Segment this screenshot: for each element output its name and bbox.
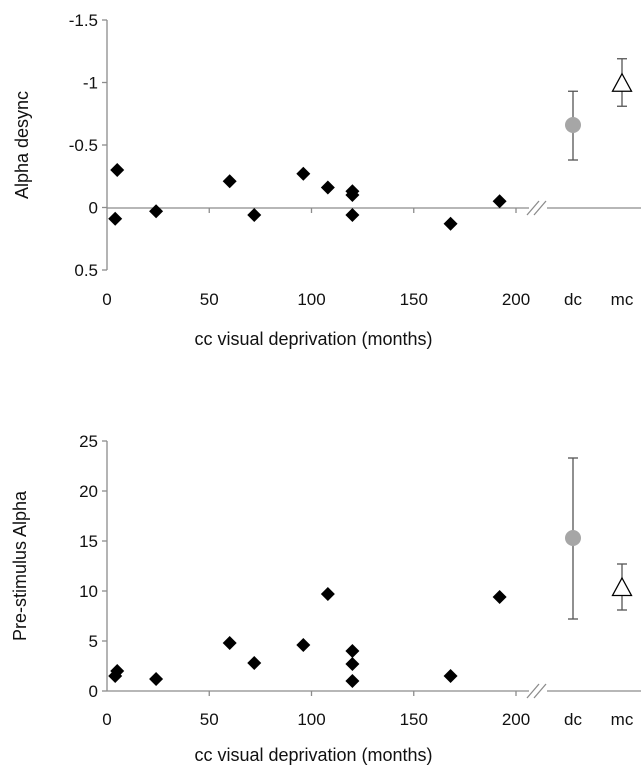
x-tick-label: 50 <box>200 290 219 309</box>
data-point-diamond <box>149 672 164 686</box>
data-point-diamond <box>345 644 360 658</box>
axis-break-mark <box>533 683 547 699</box>
x-tick-label: 50 <box>200 710 219 729</box>
x-tick-label: 150 <box>400 290 428 309</box>
y-tick-label: -1 <box>83 74 98 93</box>
data-point-diamond <box>149 204 164 219</box>
data-point-diamond <box>320 180 335 195</box>
x-axis-title: cc visual deprivation (months) <box>194 745 432 765</box>
x-tick-label: 200 <box>502 710 530 729</box>
group-mean-triangle <box>611 72 633 92</box>
axis-break-mark <box>526 683 540 699</box>
y-tick-label: 20 <box>79 482 98 501</box>
data-point-diamond <box>492 590 507 604</box>
group-label: dc <box>564 710 582 729</box>
data-point-diamond <box>492 194 507 209</box>
data-point-diamond <box>110 163 125 177</box>
data-point-diamond <box>345 208 360 222</box>
y-tick-label: 5 <box>89 632 98 651</box>
data-point-diamond <box>345 188 360 202</box>
y-tick-label: -1.5 <box>69 11 98 30</box>
y-axis-title: Pre-stimulus Alpha <box>10 490 30 641</box>
data-point-diamond <box>345 674 360 688</box>
data-point-diamond <box>296 166 311 181</box>
data-point-diamond <box>222 174 237 189</box>
data-point-diamond <box>108 211 123 226</box>
y-tick-label: 0.5 <box>74 261 98 280</box>
prestimulus-alpha-panel: 0 5 10 15 20 25 0 50 100 150 200 cc visual deprivat… <box>10 432 641 765</box>
y-tick-label: 25 <box>79 432 98 451</box>
y-tick-label: -0.5 <box>69 136 98 155</box>
group-label: mc <box>611 710 634 729</box>
x-tick-label: 100 <box>297 290 325 309</box>
x-tick-label: 0 <box>102 290 111 309</box>
x-tick-label: 150 <box>400 710 428 729</box>
data-point-diamond <box>222 636 237 650</box>
axis-break-mark <box>533 200 547 216</box>
x-tick-label: 100 <box>297 710 325 729</box>
y-tick-label: 10 <box>79 582 98 601</box>
x-tick-label: 200 <box>502 290 530 309</box>
data-point-diamond <box>443 669 458 683</box>
data-point-diamond <box>345 657 360 671</box>
data-point-diamond <box>296 638 311 652</box>
data-point-diamond <box>247 208 262 222</box>
x-tick-label: 0 <box>102 710 111 729</box>
data-point-diamond <box>443 216 458 231</box>
x-axis-title: cc visual deprivation (months) <box>194 329 432 349</box>
data-point-diamond <box>110 664 125 678</box>
y-axis-title: Alpha desync <box>12 91 32 199</box>
group-mean-triangle <box>611 576 633 597</box>
y-tick-label: 0 <box>89 682 98 701</box>
y-tick-label: 0 <box>89 199 98 218</box>
data-point-diamond <box>320 587 335 601</box>
group-mean-circle <box>565 117 581 133</box>
data-point-diamond <box>247 656 262 670</box>
axis-break-mark <box>526 200 540 216</box>
group-mean-circle <box>565 530 581 546</box>
group-label: mc <box>611 290 634 309</box>
group-label: dc <box>564 290 582 309</box>
y-tick-label: 15 <box>79 532 98 551</box>
